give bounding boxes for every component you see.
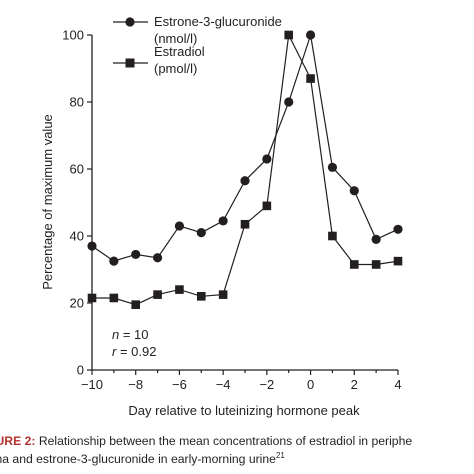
annotation-r: r = 0.92	[112, 344, 156, 359]
data-point-estradiol	[153, 290, 162, 299]
x-tick-label: −4	[216, 377, 231, 392]
caption-line-2: sma and estrone-3-glucuronide in early-m…	[0, 450, 474, 468]
y-axis-label: Percentage of maximum value	[40, 114, 55, 290]
x-tick-label: 0	[307, 377, 314, 392]
data-point-estradiol	[175, 285, 184, 294]
legend-marker-estrone	[125, 17, 135, 27]
stats-annotation: n = 10 r = 0.92	[112, 327, 156, 359]
data-point-estrone	[371, 234, 381, 244]
x-tick-label: 4	[394, 377, 401, 392]
data-point-estradiol	[196, 292, 206, 301]
data-point-estrone	[305, 30, 316, 40]
data-point-estrone	[393, 224, 403, 234]
figure-caption: GURE 2: Relationship between the mean co…	[0, 432, 474, 468]
data-point-estrone	[196, 228, 206, 238]
data-point-estrone	[262, 154, 272, 164]
data-point-estrone	[218, 216, 228, 226]
data-point-estrone	[131, 249, 141, 260]
x-tick-label: −6	[172, 377, 187, 392]
legend-unit-estradiol: (pmol/l)	[154, 61, 197, 76]
caption-line-1: GURE 2: Relationship between the mean co…	[0, 432, 474, 450]
caption-reference: 21	[275, 451, 285, 460]
data-point-estrone	[152, 253, 163, 263]
data-point-estradiol	[371, 260, 381, 269]
y-tick-label: 60	[70, 162, 84, 177]
y-tick-label: 40	[70, 229, 84, 244]
data-point-estradiol	[306, 74, 315, 83]
x-tick-label: −2	[259, 377, 274, 392]
legend-label-estradiol: Estradiol	[154, 44, 205, 59]
data-point-estrone	[174, 221, 185, 231]
data-point-estradiol	[109, 293, 119, 303]
plot-area: 0 20 40 60 80 100 −10 −8 −6 −4 −2 0 2 4	[62, 28, 403, 392]
figure-label: GURE 2:	[0, 434, 36, 448]
x-axis-label: Day relative to luteinizing hormone peak	[128, 403, 360, 418]
x-tick-label: 2	[351, 377, 358, 392]
data-point-estradiol	[328, 231, 337, 241]
data-point-estradiol	[284, 30, 294, 40]
data-point-estradiol	[131, 300, 141, 309]
data-point-estradiol	[262, 201, 272, 211]
data-point-estrone	[109, 256, 119, 266]
data-point-estrone	[327, 162, 338, 172]
data-point-estrone	[284, 97, 294, 107]
y-tick-label: 100	[62, 28, 84, 43]
data-point-estrone	[87, 241, 97, 251]
y-tick-label: 0	[77, 363, 84, 378]
legend: Estrone-3-glucuronide (nmol/l) Estradiol…	[113, 14, 282, 76]
data-point-estrone	[349, 186, 359, 196]
legend-label-estrone: Estrone-3-glucuronide	[154, 14, 282, 29]
caption-text-1: Relationship between the mean concentrat…	[35, 434, 413, 448]
data-point-estrone	[240, 176, 250, 186]
caption-text-2: sma and estrone-3-glucuronide in early-m…	[0, 452, 276, 466]
x-tick-label: −8	[128, 377, 143, 392]
legend-marker-estradiol	[125, 58, 135, 68]
y-tick-label: 20	[70, 296, 84, 311]
x-tick-label: −10	[81, 377, 103, 392]
data-point-estradiol	[349, 260, 359, 269]
data-point-estradiol	[87, 293, 97, 303]
legend-unit-estrone: (nmol/l)	[154, 31, 197, 46]
data-point-estradiol	[240, 219, 250, 229]
annotation-n: n = 10	[112, 327, 149, 342]
data-point-estradiol	[393, 256, 403, 266]
y-tick-label: 80	[70, 95, 84, 110]
data-point-estradiol	[218, 290, 228, 299]
